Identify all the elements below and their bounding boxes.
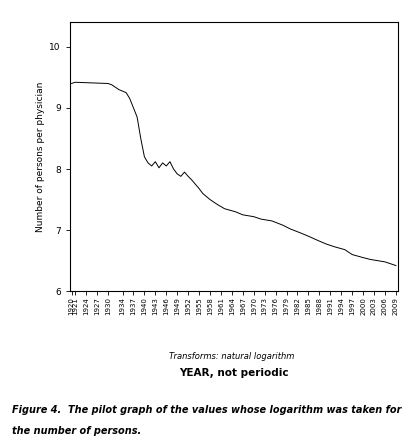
X-axis label: YEAR, not periodic: YEAR, not periodic [178, 367, 288, 378]
Text: Figure 4.  The pilot graph of the values whose logarithm was taken for: Figure 4. The pilot graph of the values … [12, 405, 401, 415]
Y-axis label: Number of persons per physician: Number of persons per physician [36, 82, 45, 232]
Text: the number of persons.: the number of persons. [12, 426, 141, 436]
Text: Transforms: natural logarithm: Transforms: natural logarithm [169, 352, 294, 361]
